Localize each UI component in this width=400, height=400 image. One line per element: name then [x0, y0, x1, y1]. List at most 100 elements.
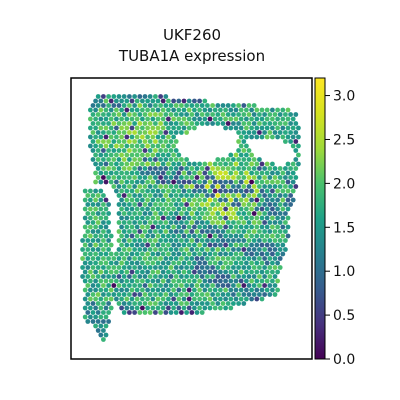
expression-spot [251, 184, 257, 189]
expression-spot [116, 202, 122, 207]
expression-spot [129, 269, 135, 275]
expression-spot [163, 283, 169, 288]
expression-spot [160, 98, 166, 104]
expression-spot [246, 274, 252, 279]
expression-spot [101, 148, 106, 153]
expression-spot [166, 107, 171, 113]
expression-spot [108, 143, 114, 149]
expression-spot [199, 274, 205, 279]
expression-spot [267, 166, 273, 171]
expression-spot [244, 152, 249, 158]
expression-spot [207, 206, 213, 212]
expression-spot [137, 256, 143, 261]
expression-spot [210, 175, 216, 180]
expression-spot [264, 134, 270, 140]
expression-spot [163, 112, 169, 117]
expression-spot [171, 215, 177, 221]
expression-spot [140, 215, 145, 221]
expression-spot [275, 170, 280, 176]
expression-spot [199, 283, 205, 288]
expression-spot [116, 184, 122, 189]
expression-spot [192, 125, 197, 131]
expression-spot [197, 161, 203, 167]
expression-spot [173, 256, 179, 261]
expression-spot [223, 260, 229, 266]
expression-spot [150, 188, 156, 194]
expression-spot [168, 256, 174, 261]
expression-spot [280, 233, 286, 239]
expression-spot [218, 161, 223, 167]
expression-spot [166, 125, 171, 131]
expression-spot [111, 121, 117, 126]
expression-spot [210, 247, 216, 252]
expression-spot [181, 215, 187, 221]
expression-spot [197, 305, 203, 311]
expression-spot [236, 184, 242, 189]
expression-spot [119, 143, 124, 149]
expression-spot [220, 121, 226, 126]
expression-spot [244, 116, 249, 122]
expression-spot [254, 161, 260, 167]
expression-spot [212, 116, 218, 122]
expression-spot [147, 175, 153, 180]
expression-spot [153, 211, 158, 216]
expression-spot [126, 193, 132, 198]
expression-spot [186, 107, 192, 113]
expression-spot [176, 215, 182, 221]
expression-spot [181, 161, 187, 167]
expression-spot [176, 296, 182, 302]
expression-spot [88, 269, 93, 275]
expression-spot [82, 197, 88, 203]
expression-spot [140, 125, 145, 131]
expression-spot [145, 296, 151, 302]
expression-spot [160, 188, 166, 194]
expression-spot [98, 296, 104, 302]
expression-spot [132, 121, 138, 126]
expression-spot [171, 98, 177, 104]
expression-spot [267, 130, 273, 135]
expression-spot [241, 292, 247, 297]
expression-spot [225, 112, 231, 117]
expression-spot [272, 238, 278, 243]
expression-spot [168, 157, 174, 162]
expression-spot [150, 224, 156, 230]
expression-spot [90, 148, 96, 153]
expression-spot [259, 224, 265, 230]
expression-spot [150, 233, 156, 239]
expression-spot [134, 179, 140, 185]
expression-spot [119, 161, 124, 167]
expression-spot [251, 103, 257, 108]
expression-spot [181, 224, 187, 230]
expression-spot [160, 197, 166, 203]
expression-spot [262, 292, 267, 297]
expression-spot [257, 274, 262, 279]
expression-spot [106, 265, 111, 270]
expression-spot [184, 112, 190, 117]
expression-spot [145, 224, 151, 230]
expression-spot [199, 238, 205, 243]
expression-spot [225, 193, 231, 198]
expression-spot [199, 229, 205, 234]
expression-spot [145, 125, 151, 131]
expression-spot [277, 193, 283, 198]
expression-spot [132, 157, 138, 162]
expression-spot [171, 134, 177, 140]
expression-spot [129, 116, 135, 122]
expression-spot [166, 170, 171, 176]
expression-spot [212, 251, 218, 257]
expression-spot [181, 206, 187, 212]
expression-spot [236, 211, 242, 216]
expression-spot [288, 175, 293, 180]
expression-spot [192, 278, 197, 284]
expression-spot [150, 197, 156, 203]
expression-spot [95, 130, 101, 135]
expression-spot [225, 211, 231, 216]
expression-spot [251, 193, 257, 198]
expression-spot [137, 94, 143, 99]
expression-spot [236, 130, 242, 135]
expression-spot [137, 247, 143, 252]
expression-spot [142, 157, 148, 162]
expression-spot [205, 202, 210, 207]
expression-spot [153, 274, 158, 279]
expression-spot [285, 170, 291, 176]
